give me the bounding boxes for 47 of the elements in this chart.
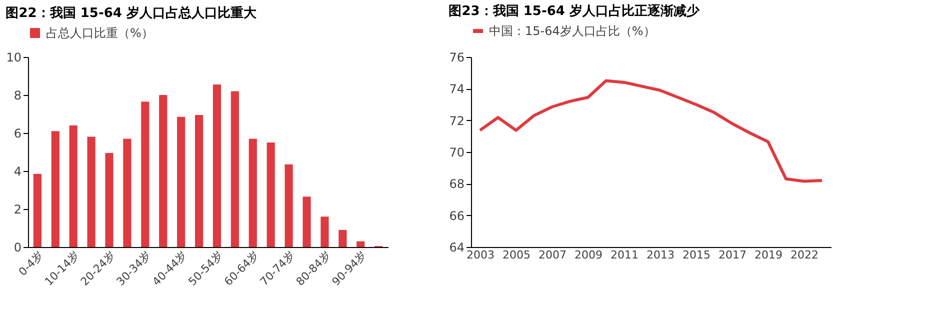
- y-tick-label: 70: [449, 146, 464, 160]
- bar: [284, 164, 293, 247]
- y-tick-label: 6: [14, 126, 22, 140]
- bar: [266, 142, 275, 247]
- x-tick-label: 2015: [682, 248, 710, 262]
- y-tick-label: 76: [449, 50, 464, 64]
- x-tick-label: 2007: [538, 248, 566, 262]
- chart-title: 图23：我国 15-64 岁人口占比正逐渐减少: [448, 3, 700, 19]
- bar: [105, 152, 114, 247]
- bar: [248, 138, 257, 247]
- chart-title: 图22：我国 15-64 岁人口占总人口比重大: [6, 5, 258, 21]
- bar: [320, 216, 329, 247]
- bar: [33, 174, 42, 247]
- bar: [338, 230, 347, 247]
- x-tick-label: 2009: [574, 248, 602, 262]
- bar: [141, 102, 150, 247]
- bar: [230, 91, 239, 247]
- y-tick-label: 68: [449, 177, 464, 192]
- bar: [356, 241, 365, 247]
- y-tick-label: 4: [14, 164, 22, 178]
- y-tick-label: 8: [14, 88, 22, 102]
- legend-label: 占总人口比重（%）: [46, 26, 154, 40]
- x-tick-label: 2022: [790, 248, 818, 262]
- x-tick-label: 2005: [502, 248, 530, 262]
- y-tick-label: 2: [14, 202, 22, 216]
- bar: [194, 114, 204, 247]
- y-tick-label: 0: [14, 240, 22, 254]
- x-tick-label: 2019: [754, 248, 782, 262]
- bar: [212, 84, 222, 247]
- legend-label: 中国：15-64岁人口占比（%）: [489, 24, 656, 38]
- y-tick-label: 66: [449, 208, 464, 223]
- x-tick-label: 2011: [610, 248, 638, 262]
- bar: [123, 138, 132, 247]
- bar: [69, 125, 78, 247]
- x-tick-label: 2003: [466, 248, 494, 262]
- y-tick-label: 74: [449, 82, 464, 96]
- bar: [159, 95, 168, 247]
- bar: [177, 116, 186, 247]
- y-tick-label: 72: [449, 114, 464, 128]
- y-tick-label: 10: [6, 50, 22, 64]
- line-series: [478, 79, 824, 183]
- bar: [302, 196, 311, 247]
- y-tick-label: 64: [449, 240, 464, 254]
- bar: [87, 136, 96, 247]
- x-tick-label: 2013: [646, 248, 674, 262]
- bar: [51, 131, 60, 247]
- x-tick-label: 2017: [718, 248, 746, 262]
